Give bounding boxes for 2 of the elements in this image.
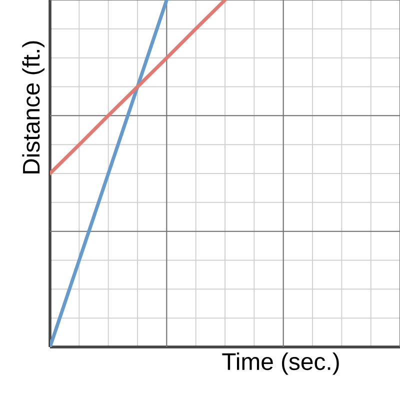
y-axis-title: Distance (ft.) [22, 41, 44, 174]
x-axis-title: Time (sec.) [222, 352, 339, 375]
